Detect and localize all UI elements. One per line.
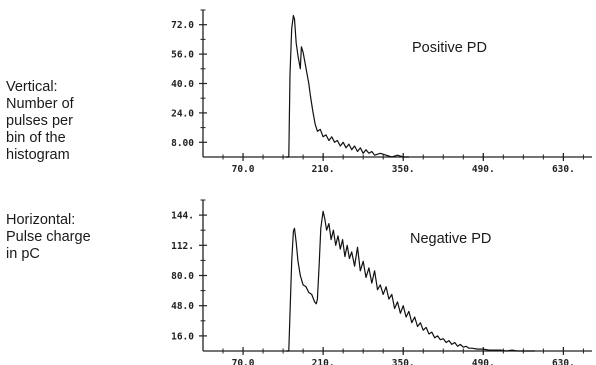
negative-x-tick-label: 630.	[552, 358, 575, 365]
positive-y-tick-label: 8.00	[171, 138, 194, 149]
negative-pd-title: Negative PD	[410, 231, 491, 247]
negative-x-tick-label: 490.	[472, 358, 495, 365]
negative-histogram-line	[285, 210, 535, 352]
negative-x-tick-label: 210.	[312, 358, 335, 365]
negative-x-tick-label: 350.	[392, 358, 415, 365]
horizontal-axis-description: Horizontal: Pulse charge in pC	[6, 212, 91, 262]
positive-y-tick-label: 24.0	[171, 108, 194, 119]
negative-y-tick-label: 48.0	[171, 301, 194, 312]
positive-y-tick-label: 72.0	[171, 20, 194, 31]
positive-x-tick-label: 490.	[472, 164, 495, 175]
negative-y-tick-label: 16.0	[171, 331, 194, 342]
positive-x-tick-label: 210.	[312, 164, 335, 175]
positive-y-tick-label: 56.0	[171, 50, 194, 61]
positive-x-tick-label: 350.	[392, 164, 415, 175]
positive-pd-title: Positive PD	[412, 40, 487, 56]
negative-y-tick-label: 80.0	[171, 271, 194, 282]
positive-x-tick-label: 70.0	[232, 164, 255, 175]
positive-y-tick-label: 40.0	[171, 79, 194, 90]
negative-x-tick-label: 70.0	[232, 358, 255, 365]
positive-histogram-line	[285, 14, 409, 158]
negative-y-tick-label: 112.	[171, 241, 194, 252]
vertical-axis-description: Vertical: Number of pulses per bin of th…	[6, 79, 74, 163]
negative-y-tick-label: 144.	[171, 211, 194, 222]
positive-x-tick-label: 630.	[552, 164, 575, 175]
